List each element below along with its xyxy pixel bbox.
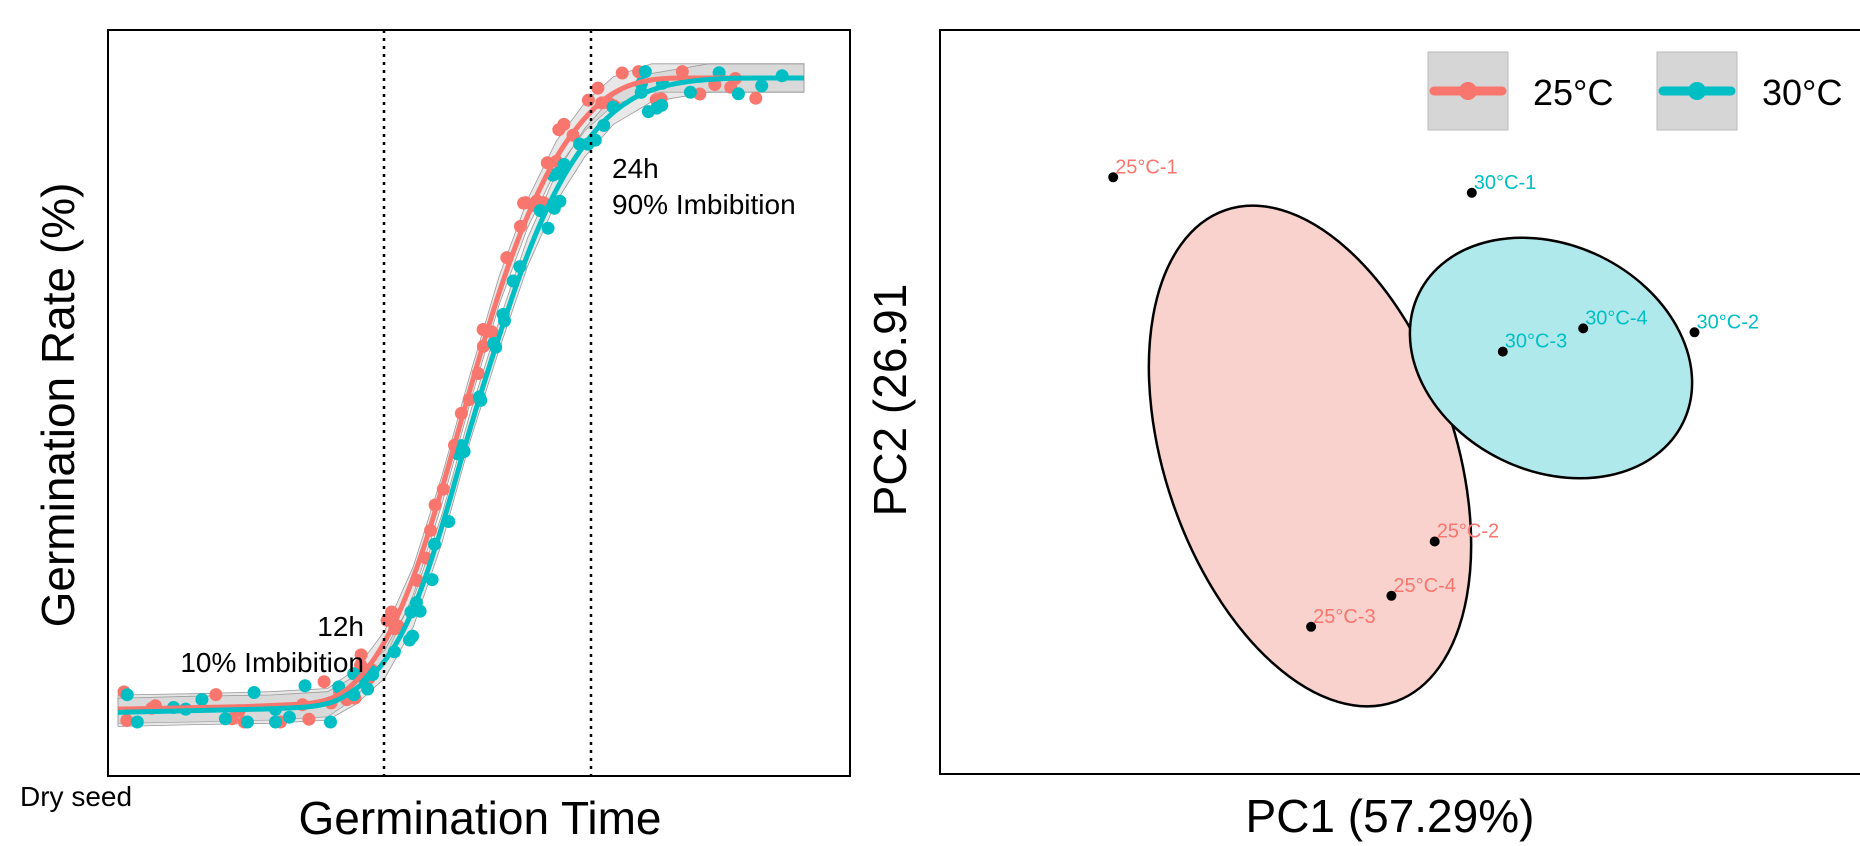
pca-point: [1578, 323, 1589, 334]
pca-point: [1386, 590, 1397, 601]
pca-point-label: 30°C-4: [1585, 307, 1647, 329]
right-y-axis-title: PC2 (26.91: [864, 284, 916, 517]
replicate-point: [591, 81, 605, 95]
annotation-12h-imbibition: 10% Imbibition: [180, 647, 364, 678]
pca-point-label: 25°C-3: [1313, 606, 1375, 628]
annotation-24h-time: 24h: [612, 153, 659, 184]
fitted-curve-25c: [117, 75, 804, 712]
fitted-curve-30c: [117, 75, 804, 715]
legend-label-30c: 30°C: [1762, 72, 1842, 113]
replicate-point: [675, 65, 689, 79]
pca-point: [1689, 327, 1700, 338]
replicate-point: [324, 715, 337, 729]
pca-point-label: 30°C-3: [1505, 331, 1567, 353]
replicate-point: [195, 693, 209, 706]
replicate-point: [130, 715, 144, 729]
x-start-label: Dry seed: [20, 781, 132, 812]
replicate-point: [581, 93, 595, 107]
germination-curve-panel: 12h 10% Imbibition 24h 90% Imbibition Dr…: [20, 29, 851, 844]
replicate-point: [683, 85, 697, 99]
replicate-point: [247, 686, 261, 699]
replicate-point: [615, 66, 629, 80]
pca-point: [1108, 172, 1119, 183]
replicate-point: [755, 79, 769, 93]
replicate-point: [638, 65, 652, 79]
replicate-point: [655, 98, 669, 112]
annotation-24h-imbibition: 90% Imbibition: [612, 189, 796, 220]
replicate-point: [269, 715, 282, 729]
replicate-point: [354, 658, 368, 672]
replicate-point: [385, 605, 399, 619]
pca-point-label: 30°C-2: [1697, 311, 1759, 333]
replicate-point: [240, 715, 254, 729]
replicate-point: [541, 221, 555, 235]
replicate-point: [120, 714, 134, 727]
pca-points: 25°C-1 25°C-2 25°C-3 25°C-4 30°C-1 30°C-2 30°C…: [1108, 156, 1759, 632]
right-x-axis-title: PC1 (57.29%): [1246, 790, 1535, 842]
replicate-point: [354, 648, 368, 662]
pca-point: [1429, 536, 1440, 547]
ellipse-30c: [1408, 236, 1694, 480]
replicate-point: [302, 712, 316, 726]
replicate-point: [403, 633, 416, 647]
pca-point-label: 30°C-1: [1474, 172, 1536, 194]
left-x-axis-title: Germination Time: [298, 792, 661, 844]
replicate-point: [120, 688, 134, 702]
legend: 25°C 30°C: [1427, 51, 1842, 131]
left-y-axis-title: Germination Rate (%): [32, 183, 84, 628]
replicate-point: [361, 682, 375, 696]
legend-label-25c: 25°C: [1533, 72, 1613, 113]
germination-curves: [117, 63, 805, 729]
replicate-point: [317, 675, 331, 689]
replicate-point: [749, 91, 763, 105]
replicate-point: [731, 87, 745, 101]
replicate-point: [282, 710, 296, 724]
pca-point-label: 25°C-1: [1115, 156, 1177, 178]
pca-point: [1497, 346, 1508, 357]
replicate-point: [552, 123, 566, 137]
annotation-12h-time: 12h: [317, 611, 364, 642]
replicate-point: [298, 679, 312, 693]
pca-point-label: 25°C-2: [1437, 521, 1499, 543]
replicate-point: [553, 194, 567, 208]
replicate-point: [425, 573, 439, 587]
pca-point-label: 25°C-4: [1393, 575, 1455, 597]
confidence-band-30c: [117, 63, 805, 727]
pca-point: [1466, 187, 1477, 198]
replicate-point: [218, 712, 232, 726]
pca-point: [1306, 621, 1317, 632]
pca-panel: 25°C-1 25°C-2 25°C-3 25°C-4 30°C-1 30°C-2 30°C…: [864, 29, 1860, 842]
replicate-point: [209, 688, 223, 702]
